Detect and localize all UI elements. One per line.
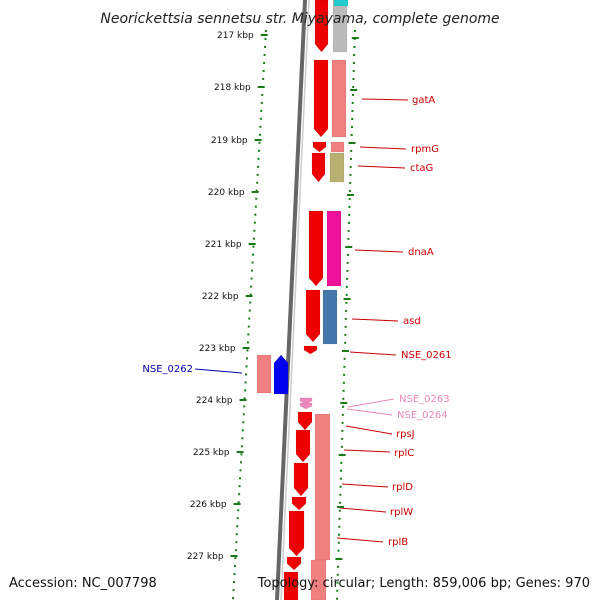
gene-label-dnaA[interactable]: dnaA xyxy=(408,247,434,258)
leader-rplW xyxy=(339,507,387,513)
leader-asd xyxy=(351,318,399,322)
leader-NSE_0261 xyxy=(349,351,397,356)
leader-rpsJ xyxy=(345,425,393,435)
gene-label-ctaG[interactable]: ctaG xyxy=(410,163,433,174)
cds-box-NSE_0262 xyxy=(256,354,272,394)
kbp-tick-label: 225 kbp xyxy=(193,448,230,458)
leader-gatA xyxy=(361,98,409,101)
gene-arrow-NSE_0261 xyxy=(303,345,318,355)
gene-label-rpmG[interactable]: rpmG xyxy=(411,144,439,155)
backbone xyxy=(275,0,310,600)
kbp-tick-label: 222 kbp xyxy=(202,292,239,302)
gene-arrow-rplC xyxy=(295,429,311,463)
gene-arrow-asd xyxy=(305,289,321,343)
gene-arrow-top xyxy=(314,0,329,53)
cds-box-cyan xyxy=(333,0,349,7)
cds-box-top xyxy=(332,0,348,53)
kbp-ticks: 217 kbp 218 kbp 219 kbp 220 kbp 221 kbp 222 k… xyxy=(187,31,359,562)
cds-box-ribosomal xyxy=(314,413,331,561)
gene-arrow-dnaA xyxy=(308,210,324,287)
gene-arrow-rpsJ xyxy=(297,411,313,431)
leader-ctaG xyxy=(357,165,406,169)
leader-rplC xyxy=(343,449,391,453)
accession-text: Accession: NC_007798 xyxy=(9,576,157,591)
backbone-line xyxy=(275,0,307,600)
gene-arrow-rplB xyxy=(288,510,305,557)
gene-labels: gatA rpmG ctaG dnaA asd NSE_0261 NSE_0262 NSE_0… xyxy=(142,95,451,548)
gene-arrow-bottom xyxy=(283,571,299,600)
kbp-tick-label: 217 kbp xyxy=(217,31,254,41)
kbp-tick-label: 218 kbp xyxy=(214,83,251,93)
gene-arrow-rpsS xyxy=(286,556,302,571)
kbp-tick-label: 223 kbp xyxy=(199,344,236,354)
gene-arrow-NSE_0263 xyxy=(299,397,313,405)
cds-box-gatA xyxy=(331,59,347,138)
leader-rplB xyxy=(336,537,384,543)
kbp-tick-label: 220 kbp xyxy=(208,188,245,198)
leader-NSE_0263 xyxy=(347,398,395,408)
gene-label-gatA[interactable]: gatA xyxy=(412,95,435,106)
kbp-tick-label: 227 kbp xyxy=(187,552,224,562)
gene-features xyxy=(256,0,349,600)
kbp-tick-label: 219 kbp xyxy=(211,136,248,146)
gene-arrow-NSE_0262 xyxy=(273,354,289,395)
gene-arrow-rpmG xyxy=(312,141,327,153)
gene-label-rplB[interactable]: rplB xyxy=(388,537,408,548)
gene-label-asd[interactable]: asd xyxy=(403,316,421,327)
gene-label-rplW[interactable]: rplW xyxy=(390,507,413,518)
leader-rpmG xyxy=(359,146,407,150)
gene-label-NSE_0261[interactable]: NSE_0261 xyxy=(401,350,452,361)
gene-arrow-rplD xyxy=(293,462,309,497)
gene-arrow-rplW xyxy=(291,496,307,511)
gene-label-rplC[interactable]: rplC xyxy=(394,448,414,459)
gene-label-rplD[interactable]: rplD xyxy=(392,482,413,493)
label-leaders xyxy=(194,98,409,543)
gene-label-NSE_0264[interactable]: NSE_0264 xyxy=(397,410,448,421)
backbone-highlight xyxy=(280,0,310,600)
kbp-tick-label: 226 kbp xyxy=(190,500,227,510)
gene-label-NSE_0263[interactable]: NSE_0263 xyxy=(399,394,450,405)
leader-dnaA xyxy=(354,249,404,253)
kbp-tick-label: 221 kbp xyxy=(205,240,242,250)
left-tick-track xyxy=(232,29,267,600)
gene-arrow-NSE_0264 xyxy=(299,402,313,410)
gene-arrow-gatA xyxy=(313,59,329,138)
leader-rplD xyxy=(341,483,389,488)
cds-box-ctaG xyxy=(329,152,345,183)
cds-box-rpmG xyxy=(330,141,345,153)
gene-label-NSE_0262[interactable]: NSE_0262 xyxy=(142,364,193,375)
kbp-tick-label: 224 kbp xyxy=(196,396,233,406)
gene-arrow-ctaG xyxy=(311,152,326,183)
map-title: Neorickettsia sennetsu str. Miyayama, co… xyxy=(100,11,499,27)
leader-NSE_0264 xyxy=(346,408,393,416)
cds-box-asd xyxy=(322,289,338,345)
gene-label-rpsJ[interactable]: rpsJ xyxy=(396,429,415,440)
cds-box-dnaA xyxy=(326,210,342,287)
cds-box-ribosomal-lower xyxy=(310,559,327,600)
genome-summary-text: Topology: circular; Length: 859,006 bp; … xyxy=(257,576,590,591)
leader-NSE_0262 xyxy=(194,368,243,374)
